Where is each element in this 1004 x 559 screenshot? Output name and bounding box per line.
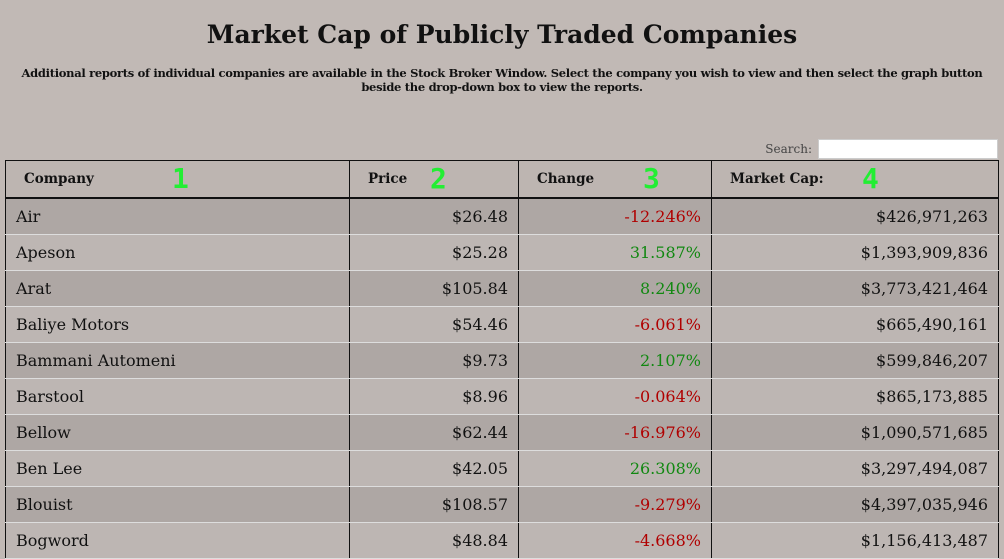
price-cell: $25.28 [349, 234, 519, 271]
table-row[interactable]: Baliye Motors $54.46 -6.061% $665,490,161 [5, 306, 999, 343]
market-cap-cell: $1,156,413,487 [711, 522, 999, 559]
table-row[interactable]: Bammani Automeni $9.73 2.107% $599,846,207 [5, 342, 999, 379]
company-cell: Apeson [5, 234, 350, 271]
price-cell: $105.84 [349, 270, 519, 307]
table-row[interactable]: Air $26.48 -12.246% $426,971,263 [5, 198, 999, 235]
column-marker: 1 [172, 162, 189, 195]
column-header-change[interactable]: Change 3 [518, 160, 712, 199]
company-cell: Bammani Automeni [5, 342, 350, 379]
change-cell: -12.246% [518, 198, 712, 235]
market-cap-cell: $426,971,263 [711, 198, 999, 235]
table-row[interactable]: Arat $105.84 8.240% $3,773,421,464 [5, 270, 999, 307]
table-row[interactable]: Bellow $62.44 -16.976% $1,090,571,685 [5, 414, 999, 451]
market-cap-cell: $865,173,885 [711, 378, 999, 415]
change-cell: -16.976% [518, 414, 712, 451]
company-cell: Bogword [5, 522, 350, 559]
table-row[interactable]: Blouist $108.57 -9.279% $4,397,035,946 [5, 486, 999, 523]
price-cell: $9.73 [349, 342, 519, 379]
change-cell: -4.668% [518, 522, 712, 559]
change-cell: 8.240% [518, 270, 712, 307]
company-cell: Arat [5, 270, 350, 307]
market-cap-cell: $599,846,207 [711, 342, 999, 379]
search-input[interactable] [818, 139, 998, 159]
market-cap-cell: $1,393,909,836 [711, 234, 999, 271]
company-cell: Bellow [5, 414, 350, 451]
price-cell: $42.05 [349, 450, 519, 487]
page-title: Market Cap of Publicly Traded Companies [206, 20, 798, 49]
market-cap-cell: $3,773,421,464 [711, 270, 999, 307]
company-cell: Ben Lee [5, 450, 350, 487]
company-cell: Barstool [5, 378, 350, 415]
column-marker: 2 [430, 162, 447, 195]
market-cap-cell: $3,297,494,087 [711, 450, 999, 487]
change-cell: -0.064% [518, 378, 712, 415]
table-row[interactable]: Ben Lee $42.05 26.308% $3,297,494,087 [5, 450, 999, 487]
price-cell: $54.46 [349, 306, 519, 343]
table-row[interactable]: Apeson $25.28 31.587% $1,393,909,836 [5, 234, 999, 271]
market-cap-cell: $4,397,035,946 [711, 486, 999, 523]
page-subtitle: Additional reports of individual compani… [21, 66, 983, 94]
column-header-market-cap[interactable]: Market Cap: 4 [711, 160, 999, 199]
column-header-price[interactable]: Price 2 [349, 160, 519, 199]
change-cell: -6.061% [518, 306, 712, 343]
company-cell: Baliye Motors [5, 306, 350, 343]
price-cell: $26.48 [349, 198, 519, 235]
market-cap-cell: $665,490,161 [711, 306, 999, 343]
column-marker: 3 [643, 162, 660, 195]
market-cap-table: Company 1 Price 2 Change 3 Market Cap: 4 Air… [5, 160, 999, 559]
column-marker: 4 [862, 162, 879, 195]
table-row[interactable]: Bogword $48.84 -4.668% $1,156,413,487 [5, 522, 999, 559]
company-cell: Blouist [5, 486, 350, 523]
market-cap-cell: $1,090,571,685 [711, 414, 999, 451]
table-row[interactable]: Barstool $8.96 -0.064% $865,173,885 [5, 378, 999, 415]
table-header-row: Company 1 Price 2 Change 3 Market Cap: 4 [5, 160, 999, 199]
price-cell: $48.84 [349, 522, 519, 559]
change-cell: -9.279% [518, 486, 712, 523]
price-cell: $108.57 [349, 486, 519, 523]
column-header-company[interactable]: Company 1 [5, 160, 350, 199]
change-cell: 31.587% [518, 234, 712, 271]
change-cell: 26.308% [518, 450, 712, 487]
change-cell: 2.107% [518, 342, 712, 379]
price-cell: $8.96 [349, 378, 519, 415]
search-box: Search: [765, 139, 998, 159]
company-cell: Air [5, 198, 350, 235]
price-cell: $62.44 [349, 414, 519, 451]
search-label: Search: [765, 142, 812, 156]
